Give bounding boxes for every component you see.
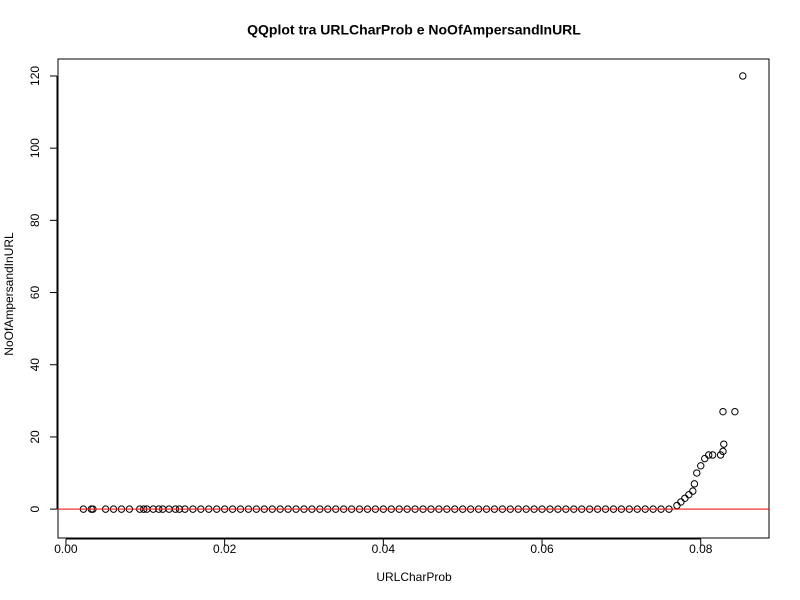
- point: [720, 440, 728, 448]
- point: [731, 407, 739, 416]
- point: [739, 72, 747, 80]
- plot-frame: [57, 58, 770, 539]
- point: [719, 407, 727, 416]
- point: [690, 480, 699, 488]
- y-tick-label: 100: [28, 138, 42, 158]
- y-axis-label: NoOfAmpersandInURL: [2, 232, 16, 356]
- y-tick-label: 40: [28, 358, 42, 372]
- point: [704, 451, 713, 459]
- point: [693, 469, 701, 477]
- y-tick-label: 0: [28, 505, 42, 512]
- x-tick-label: 0.04: [372, 542, 396, 556]
- x-tick-label: 0.08: [689, 542, 713, 556]
- chart-title: QQplot tra URLCharProb e NoOfAmpersandIn…: [247, 22, 581, 38]
- x-tick-label: 0.00: [54, 542, 78, 556]
- x-tick-label: 0.06: [530, 542, 554, 556]
- y-tick-label: 20: [28, 430, 42, 444]
- point: [697, 462, 705, 470]
- y-tick-label: 80: [28, 213, 42, 227]
- point: [719, 447, 727, 456]
- x-axis-label: URLCharProb: [376, 570, 452, 584]
- y-tick-label: 60: [28, 286, 42, 300]
- point: [716, 451, 725, 459]
- x-tick-label: 0.02: [213, 542, 237, 556]
- point: [708, 451, 717, 459]
- point: [689, 487, 697, 495]
- y-tick-label: 120: [28, 66, 42, 86]
